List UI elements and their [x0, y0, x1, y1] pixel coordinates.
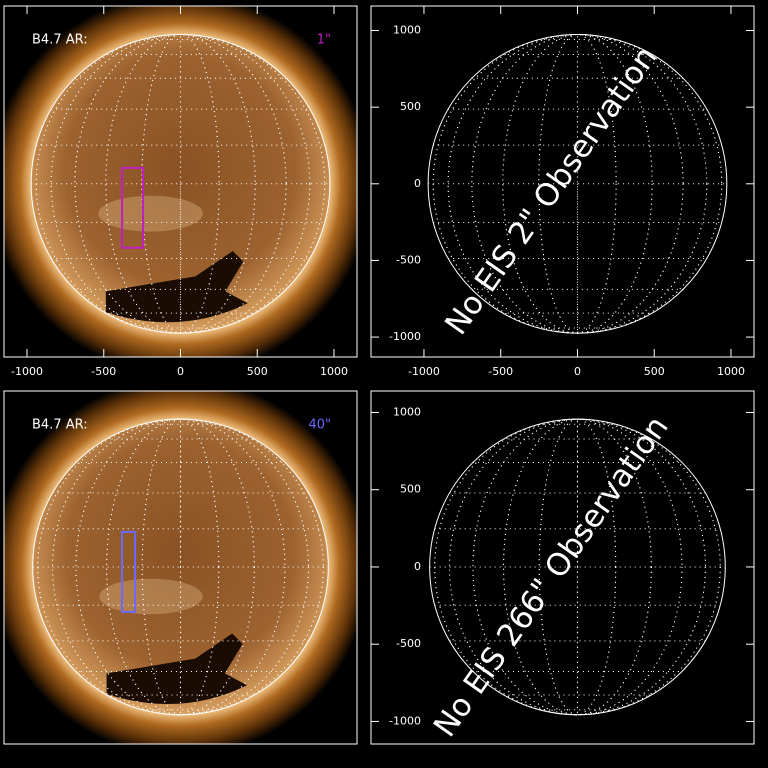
- y-tick-label: 1000: [393, 24, 421, 37]
- y-tick-label: 0: [414, 177, 421, 190]
- plot-area: [427, 33, 728, 334]
- panel-label: B4.7 AR:: [32, 33, 88, 48]
- y-tick-label: -1000: [389, 714, 421, 727]
- bright-region: [98, 195, 203, 232]
- frame: [370, 5, 755, 358]
- plot-area: [429, 418, 726, 716]
- meridian: [432, 33, 723, 334]
- y-tick-label: 0: [414, 560, 421, 573]
- panel: B4.7 AR: 40": [3, 390, 358, 745]
- meridian: [35, 33, 326, 334]
- x-tick-label: -500: [488, 365, 513, 378]
- y-tick-label: 500: [400, 483, 421, 496]
- y-tick-label: -1000: [389, 330, 421, 343]
- y-tick-label: 500: [400, 100, 421, 113]
- meridian: [472, 418, 683, 716]
- eis-box: [121, 530, 137, 613]
- panel-label: B4.7 AR:: [32, 418, 88, 433]
- frame: [3, 390, 358, 745]
- x-tick-label: 1000: [717, 365, 745, 378]
- x-tick-label: 500: [247, 365, 268, 378]
- y-tick-label: -500: [396, 637, 421, 650]
- bright-region: [99, 578, 203, 615]
- x-tick-label: -1000: [11, 365, 43, 378]
- eis-box: [121, 166, 145, 249]
- plot-area: [4, 6, 357, 357]
- meridian: [106, 418, 255, 716]
- meridian: [75, 418, 286, 716]
- panel-tag: 1": [317, 33, 331, 48]
- panel-tag: 40": [308, 418, 331, 433]
- meridian: [471, 33, 684, 334]
- x-tick-label: 0: [574, 365, 581, 378]
- x-tick-label: 500: [644, 365, 665, 378]
- x-tick-label: 1000: [320, 365, 348, 378]
- x-tick-label: 0: [177, 365, 184, 378]
- y-tick-label: -500: [396, 253, 421, 266]
- coronal-hole: [106, 633, 248, 705]
- frame: [370, 390, 755, 745]
- plot-area: [4, 391, 357, 744]
- meridian: [74, 33, 287, 334]
- x-tick-label: -500: [91, 365, 116, 378]
- y-tick-label: 1000: [393, 405, 421, 418]
- meridian: [503, 418, 652, 716]
- meridian: [50, 33, 311, 334]
- meridian: [141, 418, 220, 716]
- panel: -1000 -500 0 500 1000 B4.7 AR: 1": [3, 5, 358, 378]
- solar-disk: [31, 34, 330, 334]
- x-tick-label: -1000: [408, 365, 440, 378]
